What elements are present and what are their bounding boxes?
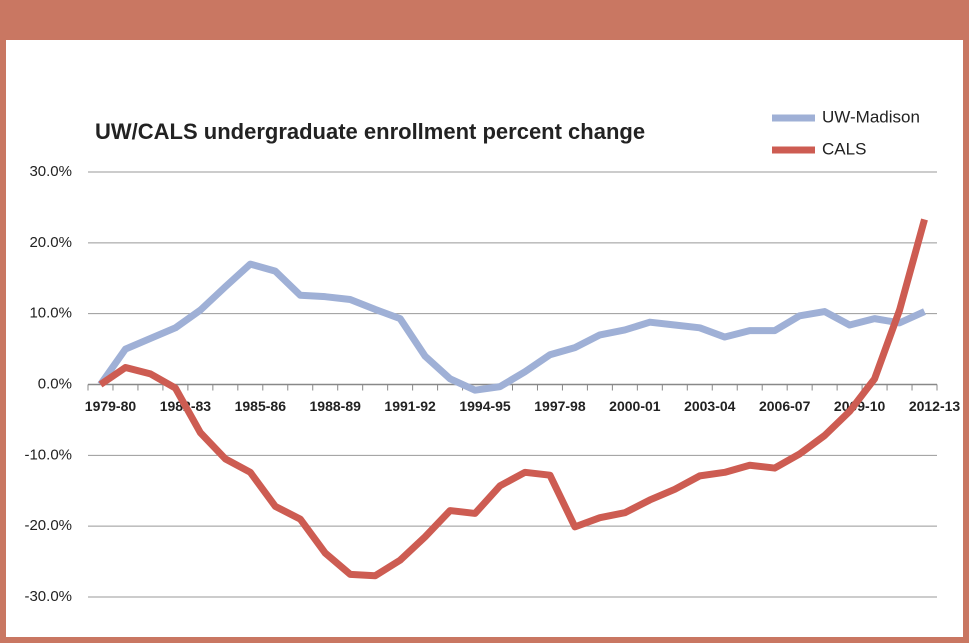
x-tick-label: 1985-86 (235, 398, 287, 414)
x-tick-label: 2006-07 (759, 398, 811, 414)
y-tick-label: -10.0% (24, 446, 72, 463)
x-tick-label: 1994-95 (459, 398, 511, 414)
x-tick-label: 2012-13 (909, 398, 961, 414)
y-tick-label: -30.0% (24, 588, 72, 605)
y-tick-label: 20.0% (29, 234, 72, 251)
x-tick-label: 2000-01 (609, 398, 661, 414)
y-tick-label: 30.0% (29, 163, 72, 180)
y-tick-label: -20.0% (24, 517, 72, 534)
x-tick-label: 1997-98 (534, 398, 586, 414)
x-tick-label: 1991-92 (384, 398, 436, 414)
y-tick-label: 10.0% (29, 305, 72, 322)
x-tick-label: 1988-89 (310, 398, 362, 414)
y-tick-label: 0.0% (38, 375, 72, 392)
chart-title: UW/CALS undergraduate enrollment percent… (95, 119, 645, 144)
legend-label: CALS (822, 139, 866, 158)
series-line (97, 260, 926, 394)
series-line (98, 218, 928, 580)
legend-label: UW-Madison (822, 107, 920, 126)
frame-inner (6, 40, 963, 637)
x-tick-label: 2003-04 (684, 398, 736, 414)
x-tick-label: 1979-80 (85, 398, 137, 414)
